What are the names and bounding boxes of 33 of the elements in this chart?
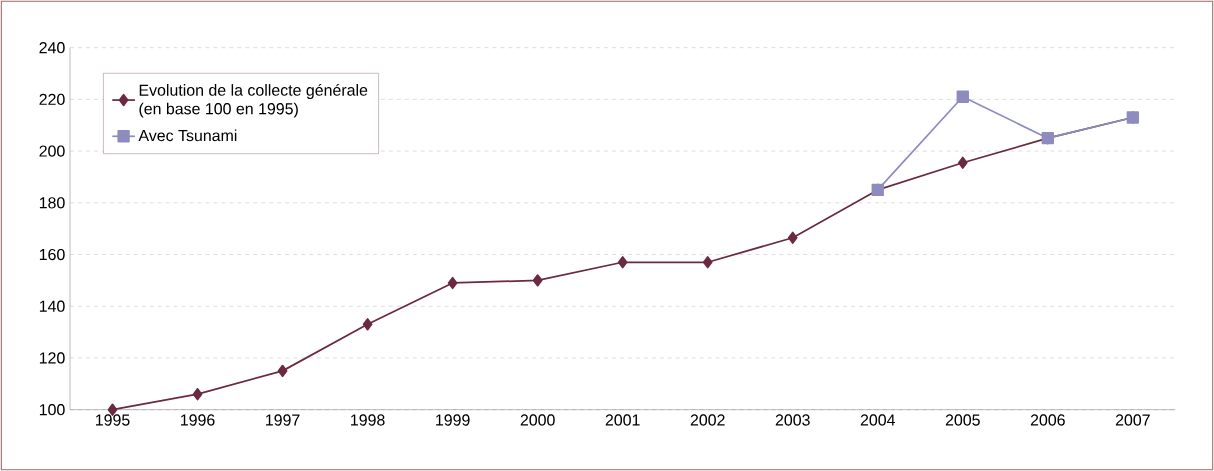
y-tick-label: 100 (39, 404, 65, 416)
x-tick-label: 1997 (266, 414, 300, 426)
x-tick-label: 1999 (436, 414, 470, 426)
x-tick-label: 2005 (945, 414, 980, 426)
y-tick-label: 160 (39, 248, 65, 261)
x-tick-label: 1996 (181, 414, 215, 426)
legend-label: Evolution de la collecte générale (en base 100 en 1995) (139, 83, 368, 118)
point (702, 256, 713, 269)
x-tick-label: 1995 (95, 414, 130, 426)
point (957, 156, 968, 169)
point (277, 364, 288, 378)
x-tick-label: 2006 (1030, 414, 1065, 426)
point (956, 90, 969, 103)
x-tick-label: 2003 (775, 414, 810, 426)
y-tick-label: 140 (39, 300, 65, 312)
x-tick-label: 1998 (351, 414, 385, 426)
y-tick-label: 240 (39, 42, 65, 54)
x-tick-label: 2007 (1115, 414, 1150, 426)
point (192, 387, 203, 401)
point (362, 318, 373, 331)
x-tick-label: 2001 (605, 414, 640, 426)
x-tick-label: 2004 (860, 414, 896, 426)
legend-label: Avec Tsunami (138, 129, 237, 142)
point (617, 256, 628, 269)
y-tick-label: 120 (39, 352, 65, 364)
point (787, 231, 798, 244)
x-tick-label: 2002 (690, 414, 725, 426)
y-tick-label: 180 (39, 197, 65, 209)
y-tick-label: 220 (39, 93, 65, 106)
point (532, 274, 543, 287)
y-tick-label: 200 (39, 145, 65, 157)
point (447, 276, 458, 290)
x-tick-label: 2000 (520, 414, 555, 426)
